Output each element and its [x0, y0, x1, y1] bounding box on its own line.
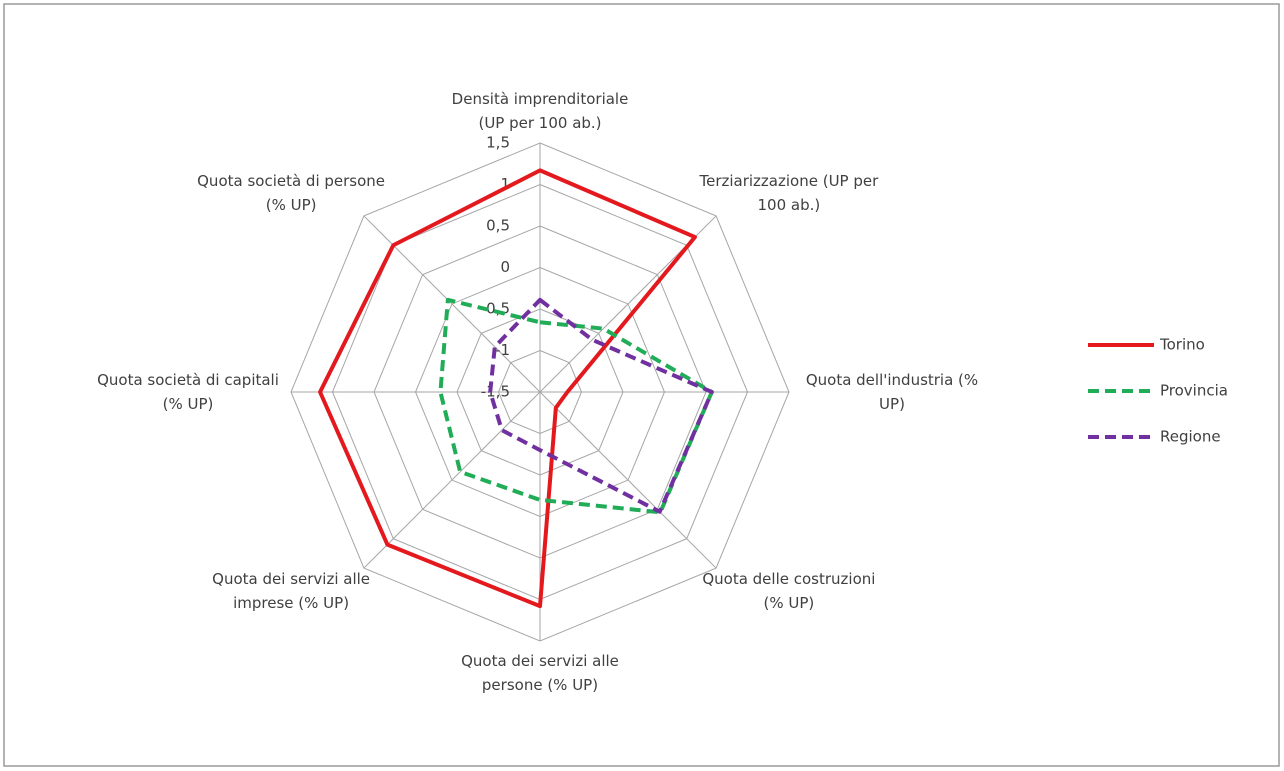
legend-label: Regione [1160, 428, 1221, 446]
series-line [318, 168, 697, 609]
r-tick-label: 0 [500, 258, 510, 276]
category-label: Quota dei servizi alle imprese (% UP) [212, 569, 371, 612]
r-tick-label: 1,5 [486, 134, 510, 152]
series-line [488, 297, 714, 514]
category-label: Quota società di persone (% UP) [197, 172, 386, 215]
chart-frame [3, 3, 1280, 767]
category-label: Quota dei servizi alle persone (% UP) [461, 652, 619, 694]
series-line [438, 297, 714, 515]
r-tick-label: 1 [500, 175, 510, 193]
category-label: Quota delle costruzioni (% UP) [702, 569, 876, 612]
legend-label: Torino [1159, 336, 1205, 354]
category-label: Densità imprenditoriale (UP per 100 ab.) [451, 90, 629, 132]
r-tick-label: -1,5 [481, 383, 510, 401]
category-label: Quota dell'industria (% UP) [805, 371, 979, 413]
r-tick-label: 0,5 [486, 217, 510, 235]
category-label: Terziarizzazione (UP per 100 ab.) [699, 172, 879, 215]
spoke [363, 391, 541, 569]
spoke [539, 391, 717, 569]
r-tick-label: -1 [495, 341, 510, 359]
legend-label: Provincia [1160, 382, 1228, 400]
category-label: Quota società di capitali (% UP) [97, 371, 279, 413]
